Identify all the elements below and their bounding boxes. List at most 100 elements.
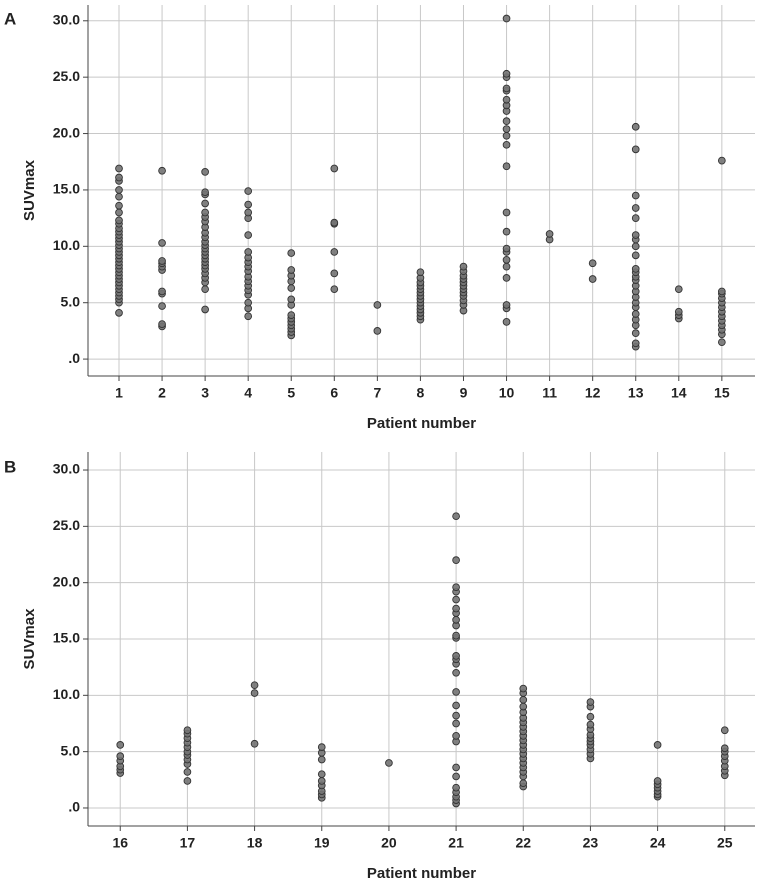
data-point — [317, 755, 326, 764]
data-point — [158, 239, 166, 247]
x-tick-label: 8 — [417, 385, 425, 401]
data-point — [244, 187, 253, 195]
x-tick-label: 11 — [542, 385, 557, 401]
data-point — [586, 712, 595, 721]
data-point — [631, 214, 640, 222]
y-tick-label: 25.0 — [53, 517, 80, 533]
data-point — [502, 256, 511, 264]
data-point — [115, 192, 123, 201]
panel-label: B — [4, 457, 16, 476]
data-point — [201, 168, 209, 176]
x-tick-label: 21 — [448, 835, 464, 851]
y-tick-label: 20.0 — [53, 573, 80, 589]
data-point — [452, 711, 460, 720]
data-point — [631, 339, 640, 348]
x-tick-label: 4 — [244, 385, 252, 401]
x-tick-label: 20 — [381, 835, 397, 851]
data-point — [452, 556, 460, 564]
x-tick-label: 14 — [671, 385, 687, 401]
data-point — [452, 783, 460, 792]
data-point — [244, 200, 253, 209]
data-point — [674, 307, 683, 316]
x-axis-label: Patient number — [367, 415, 476, 432]
data-point — [631, 242, 640, 251]
data-point — [545, 230, 554, 238]
data-point — [452, 763, 460, 772]
data-point — [115, 216, 123, 225]
data-point — [250, 681, 259, 690]
data-point — [373, 301, 382, 309]
data-point — [244, 208, 253, 217]
data-point — [717, 287, 726, 296]
data-point — [631, 329, 640, 337]
data-point — [631, 265, 640, 273]
y-tick-label: .0 — [68, 350, 80, 366]
data-point — [317, 777, 326, 785]
data-point — [586, 720, 595, 729]
data-point — [452, 668, 460, 677]
data-point — [330, 285, 339, 294]
x-tick-label: 24 — [650, 835, 666, 851]
data-point — [244, 312, 253, 321]
data-point — [653, 741, 662, 749]
data-point — [459, 262, 468, 271]
data-point — [287, 284, 296, 292]
x-tick-label: 19 — [314, 835, 330, 851]
data-point — [201, 199, 209, 208]
data-point — [158, 320, 166, 328]
data-point — [116, 752, 125, 761]
data-point — [115, 173, 123, 182]
y-tick-label: 10.0 — [53, 686, 80, 702]
data-point — [502, 95, 511, 104]
data-point — [502, 125, 511, 133]
y-tick-label: 20.0 — [53, 124, 80, 140]
data-point — [330, 164, 339, 173]
data-point — [250, 739, 259, 748]
data-point — [631, 145, 640, 154]
data-point — [244, 231, 253, 239]
x-tick-label: 3 — [201, 385, 209, 401]
data-point — [452, 772, 460, 781]
data-point — [502, 318, 511, 326]
data-point — [452, 688, 460, 696]
data-point — [502, 84, 511, 93]
x-tick-label: 17 — [180, 835, 196, 851]
data-point — [717, 338, 726, 347]
data-point — [674, 285, 683, 294]
data-point — [115, 164, 123, 173]
data-point — [452, 512, 460, 521]
data-point — [201, 208, 209, 217]
data-point — [519, 779, 528, 788]
y-tick-label: 10.0 — [53, 237, 80, 253]
x-tick-label: 10 — [499, 385, 515, 401]
data-point — [183, 726, 192, 735]
data-point — [502, 69, 511, 78]
data-point — [183, 768, 192, 776]
data-point — [631, 310, 640, 318]
y-tick-label: 5.0 — [61, 742, 81, 758]
data-point — [631, 122, 640, 131]
x-tick-label: 12 — [585, 385, 601, 401]
data-point — [502, 140, 511, 149]
data-point — [502, 208, 511, 217]
data-point — [720, 744, 729, 753]
data-point — [158, 287, 166, 296]
data-point — [631, 251, 640, 260]
x-tick-label: 18 — [247, 835, 263, 851]
data-point — [158, 302, 166, 310]
data-point — [183, 777, 192, 785]
data-point — [519, 702, 528, 711]
y-axis-label: SUVmax — [21, 608, 38, 670]
data-point — [116, 741, 125, 749]
data-point — [720, 726, 729, 735]
data-point — [317, 770, 326, 779]
x-tick-label: 22 — [515, 835, 531, 851]
data-point — [115, 309, 123, 317]
data-point — [586, 698, 595, 706]
data-point — [631, 231, 640, 239]
data-point — [287, 311, 296, 319]
data-point — [330, 218, 339, 227]
data-point — [317, 743, 326, 751]
y-tick-label: .0 — [68, 799, 80, 815]
